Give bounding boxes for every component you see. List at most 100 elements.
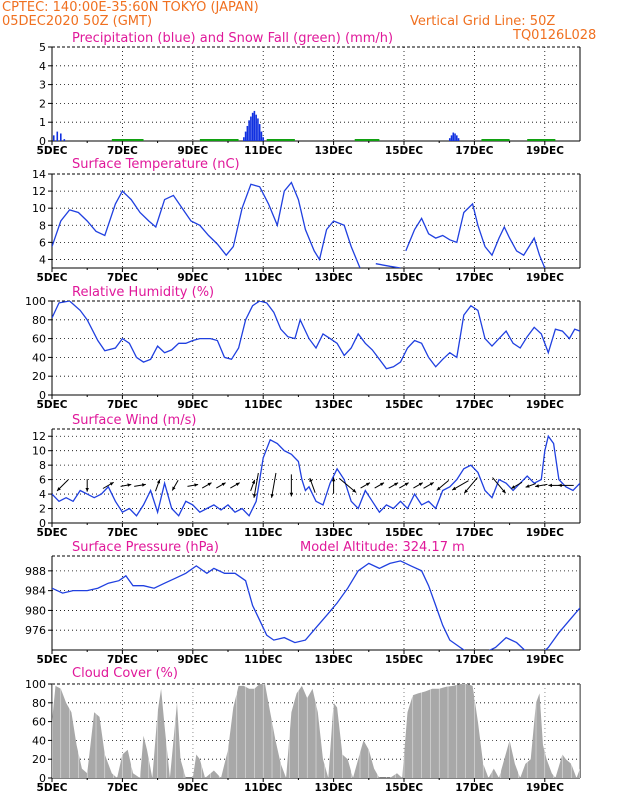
y-tick-label: 20 bbox=[32, 370, 46, 383]
x-tick-label: 17DEC bbox=[455, 782, 494, 794]
x-tick-label: 11DEC bbox=[244, 654, 283, 666]
y-tick-label: 12 bbox=[32, 185, 46, 198]
wind-arrow-head bbox=[331, 477, 336, 482]
wind-arrow bbox=[271, 472, 277, 498]
y-tick-label: 4 bbox=[39, 253, 46, 266]
x-tick-label: 5DEC bbox=[37, 399, 68, 411]
wind-arrow-head bbox=[436, 486, 441, 491]
wind-arrow-head bbox=[207, 482, 212, 487]
x-tick-label: 7DEC bbox=[107, 782, 138, 794]
precip-bar bbox=[248, 120, 250, 141]
precip-bar bbox=[250, 116, 252, 141]
x-tick-label: 15DEC bbox=[385, 272, 424, 284]
panel-cloud: 0 20 40 60 80 100 5DEC 7DEC 9DEC 11DEC 13DEC 15DEC 1… bbox=[25, 666, 581, 794]
y-tick-label: 2 bbox=[39, 97, 46, 110]
wind-arrow-head bbox=[289, 492, 294, 497]
precip-bar bbox=[450, 135, 453, 141]
y-tick-label: 1 bbox=[39, 116, 46, 129]
x-tick-label: 9DEC bbox=[177, 527, 208, 539]
y-tick-label: 60 bbox=[32, 716, 46, 729]
precip-bar bbox=[255, 114, 257, 141]
wind-arrow-head bbox=[452, 486, 457, 491]
panel-humidity: 0 20 40 60 80 100 5DEC 7DEC 9DEC 11DEC 13DEC 15DEC 1… bbox=[25, 285, 581, 411]
temperature-line bbox=[375, 263, 401, 268]
precip-bar bbox=[452, 132, 455, 141]
precip-bar bbox=[243, 137, 245, 141]
x-tick-label: 13DEC bbox=[314, 399, 353, 411]
precip-bar bbox=[260, 131, 263, 141]
x-tick-label: 9DEC bbox=[177, 145, 208, 157]
y-tick-label: 4 bbox=[39, 60, 46, 73]
panel-temperature: 4 6 8 10 12 14 5DEC 7DEC 9DEC 11DEC 13DEC 15DEC 17DE… bbox=[32, 157, 581, 284]
y-tick-label: 100 bbox=[25, 678, 46, 691]
wind-arrow-head bbox=[548, 483, 552, 488]
x-tick-label: 13DEC bbox=[314, 145, 353, 157]
y-tick-label: 14 bbox=[32, 168, 46, 181]
grid-line-note: Vertical Grid Line: 50Z bbox=[410, 14, 556, 29]
x-tick-label: 17DEC bbox=[455, 272, 494, 284]
x-tick-label: 15DEC bbox=[385, 399, 424, 411]
panel-title: Surface Temperature (nC) bbox=[72, 157, 240, 172]
wind-arrow-head bbox=[365, 482, 370, 487]
panel-title: Surface Wind (m/s) bbox=[72, 413, 196, 428]
wind-arrow-head bbox=[141, 483, 146, 487]
y-tick-label: 988 bbox=[25, 565, 46, 578]
wind-arrow-head bbox=[156, 479, 161, 484]
x-tick-label: 5DEC bbox=[37, 654, 68, 666]
y-tick-label: 0 bbox=[39, 517, 46, 530]
wind-arrow-head bbox=[252, 493, 257, 498]
x-tick-label: 17DEC bbox=[455, 399, 494, 411]
wind-arrow-head bbox=[127, 483, 132, 487]
precip-bar bbox=[52, 135, 55, 141]
precip-bar bbox=[56, 131, 59, 141]
run-date-header: 05DEC2020 50Z (GMT) bbox=[2, 14, 153, 29]
x-tick-label: 17DEC bbox=[455, 654, 494, 666]
x-tick-label: 19DEC bbox=[526, 399, 565, 411]
y-tick-label: 20 bbox=[32, 753, 46, 766]
x-tick-label: 5DEC bbox=[37, 272, 68, 284]
x-tick-label: 11DEC bbox=[244, 145, 283, 157]
x-tick-label: 9DEC bbox=[177, 399, 208, 411]
x-tick-label: 19DEC bbox=[526, 145, 565, 157]
y-tick-label: 8 bbox=[39, 219, 46, 232]
x-tick-label: 11DEC bbox=[244, 272, 283, 284]
wind-arrow-head bbox=[221, 482, 226, 487]
wind-arrow-head bbox=[270, 493, 274, 498]
x-tick-label: 7DEC bbox=[107, 527, 138, 539]
precip-bar bbox=[251, 112, 254, 141]
x-tick-label: 19DEC bbox=[526, 272, 565, 284]
precip-bar bbox=[246, 125, 249, 141]
y-tick-label: 10 bbox=[32, 445, 46, 458]
wind-arrow-head bbox=[109, 482, 114, 486]
station-header: CPTEC: 140:00E-35:60N TOKYO (JAPAN) bbox=[2, 0, 259, 15]
precip-bar bbox=[244, 131, 247, 141]
y-tick-label: 0 bbox=[39, 389, 46, 402]
y-tick-label: 0 bbox=[39, 135, 46, 148]
panel-title: Relative Humidity (%) bbox=[72, 285, 214, 300]
wind-arrow-head bbox=[309, 478, 313, 483]
y-tick-label: 6 bbox=[39, 474, 46, 487]
y-tick-label: 80 bbox=[32, 314, 46, 327]
y-tick-label: 0 bbox=[39, 772, 46, 785]
x-tick-label: 19DEC bbox=[526, 654, 565, 666]
panel-title: Cloud Cover (%) bbox=[72, 666, 178, 681]
x-tick-label: 9DEC bbox=[177, 654, 208, 666]
precip-bar bbox=[60, 133, 62, 141]
x-tick-label: 7DEC bbox=[107, 399, 138, 411]
y-tick-label: 980 bbox=[25, 604, 46, 617]
y-tick-label: 2 bbox=[39, 503, 46, 516]
panel-wind: 02 46 810 12 5DEC 7DEC 9DEC 11DEC 13DEC 15DEC 17DE… bbox=[32, 413, 581, 539]
x-tick-label: 11DEC bbox=[244, 527, 283, 539]
y-tick-label: 40 bbox=[32, 351, 46, 364]
precip-bar bbox=[258, 124, 261, 141]
wind-arrow-head bbox=[194, 483, 199, 487]
wind-arrow-head bbox=[172, 486, 176, 491]
x-tick-label: 19DEC bbox=[526, 527, 565, 539]
y-tick-label: 100 bbox=[25, 295, 46, 308]
x-tick-label: 17DEC bbox=[455, 145, 494, 157]
wind-arrow-head bbox=[535, 484, 540, 488]
x-tick-label: 15DEC bbox=[385, 145, 424, 157]
y-tick-label: 60 bbox=[32, 333, 46, 346]
humidity-line bbox=[52, 301, 580, 370]
